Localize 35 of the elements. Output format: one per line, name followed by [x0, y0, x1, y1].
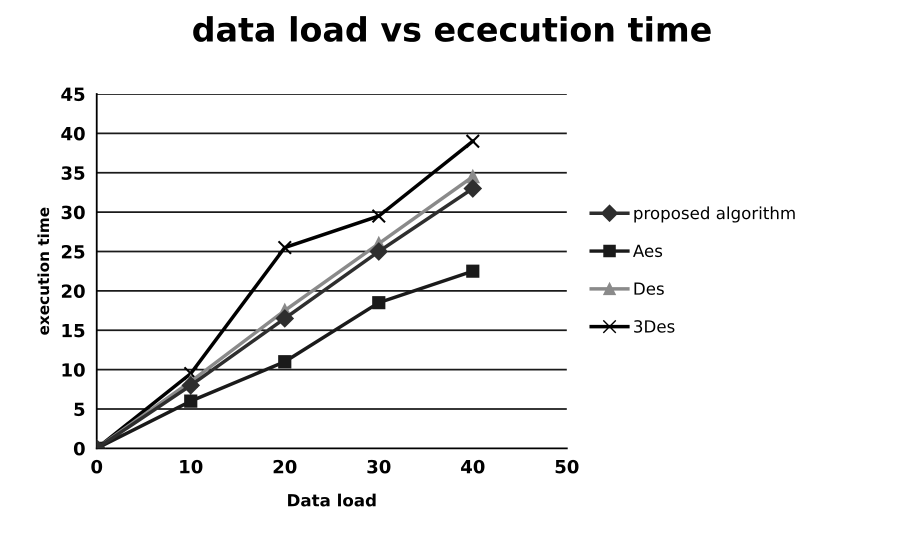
- y-tick-label: 10: [62, 363, 85, 377]
- point: [183, 366, 198, 381]
- y-axis-title: execution time: [37, 208, 50, 335]
- point: [276, 310, 294, 328]
- y-tick-label: 0: [74, 442, 85, 456]
- x-tick-label: 10: [180, 460, 202, 474]
- x-tick-label: 30: [367, 460, 390, 474]
- y-tick-label: 30: [62, 206, 85, 220]
- chart-title: data load vs ececution time: [193, 16, 711, 42]
- point: [465, 134, 480, 149]
- y-tick-label: 35: [62, 166, 84, 180]
- point: [184, 394, 198, 408]
- legend-label: Des: [634, 282, 664, 295]
- point: [371, 208, 386, 224]
- point: [278, 355, 292, 368]
- x-tick-label: 40: [461, 460, 484, 474]
- point: [372, 296, 386, 310]
- y-tick-label: 40: [61, 126, 85, 140]
- y-tick-label: 15: [62, 324, 84, 338]
- point: [464, 180, 482, 198]
- y-tick-label: 5: [74, 402, 84, 416]
- point: [277, 240, 292, 255]
- legend-label: 3Des: [634, 320, 674, 333]
- point: [370, 242, 388, 260]
- x-tick-label: 0: [91, 460, 102, 474]
- y-tick-label: 45: [61, 88, 84, 102]
- point: [466, 264, 480, 278]
- legend-label: Aes: [633, 244, 662, 258]
- x-tick-label: 50: [556, 460, 579, 474]
- y-tick-label: 20: [62, 284, 85, 298]
- legend-label: proposed algorithm: [634, 206, 795, 223]
- point: [182, 376, 200, 394]
- x-tick-label: 20: [274, 460, 296, 474]
- y-tick-label: 25: [62, 244, 84, 259]
- x-axis-title: Data load: [288, 494, 376, 507]
